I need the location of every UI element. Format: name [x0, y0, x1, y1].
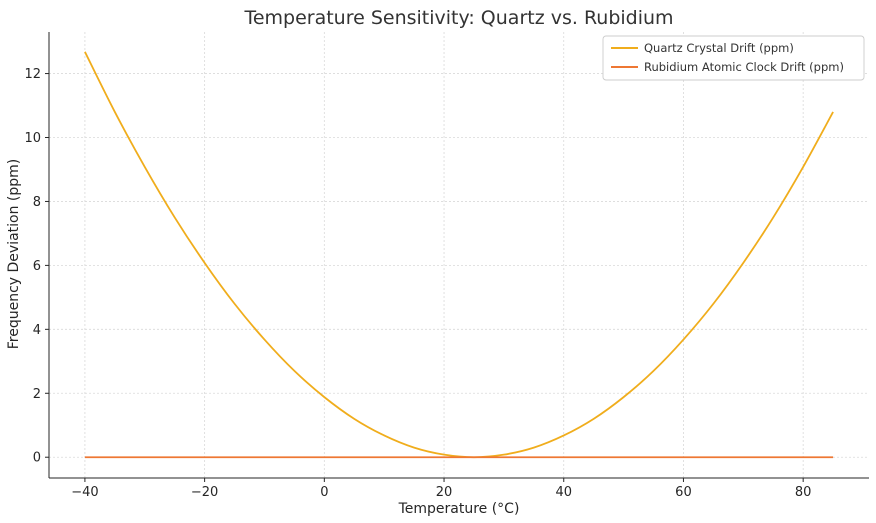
- grid: [49, 32, 869, 478]
- chart-title: Temperature Sensitivity: Quartz vs. Rubi…: [243, 7, 673, 29]
- x-tick-label: 40: [555, 485, 572, 500]
- legend: Quartz Crystal Drift (ppm) Rubidium Atom…: [602, 35, 865, 81]
- legend-box: [602, 35, 865, 81]
- x-tick-label: −20: [191, 485, 218, 500]
- series-line-0: [84, 51, 834, 459]
- y-tick-label: 0: [33, 451, 41, 466]
- x-tick-label: −40: [71, 485, 98, 500]
- legend-entry-rubidium: Rubidium Atomic Clock Drift (ppm): [644, 60, 844, 74]
- y-tick-label: 6: [33, 259, 41, 274]
- axes: [48, 32, 869, 479]
- y-axis-ticks: 0 2 4 6 8 10 12: [24, 67, 49, 466]
- y-axis-label: Frequency Deviation (ppm): [6, 159, 22, 350]
- x-tick-label: 80: [795, 485, 812, 500]
- x-tick-label: 0: [320, 485, 328, 500]
- y-tick-label: 10: [24, 131, 41, 146]
- legend-entry-quartz: Quartz Crystal Drift (ppm): [644, 41, 794, 55]
- x-axis-label: Temperature (°C): [398, 501, 520, 517]
- y-tick-label: 8: [33, 195, 41, 210]
- y-tick-label: 2: [33, 387, 41, 402]
- series-layer: [84, 51, 834, 459]
- x-tick-label: 60: [675, 485, 692, 500]
- x-tick-label: 20: [436, 485, 453, 500]
- x-axis-ticks: −40 −20 0 20 40 60 80: [71, 478, 811, 500]
- y-tick-label: 12: [24, 67, 41, 82]
- y-tick-label: 4: [33, 323, 41, 338]
